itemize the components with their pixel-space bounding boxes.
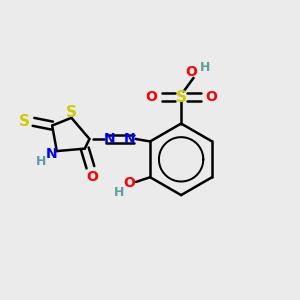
Text: N: N bbox=[104, 132, 116, 146]
Text: S: S bbox=[19, 114, 30, 129]
Text: H: H bbox=[35, 155, 46, 168]
Text: H: H bbox=[114, 186, 124, 199]
Text: S: S bbox=[66, 105, 77, 120]
Text: O: O bbox=[145, 90, 157, 104]
Text: O: O bbox=[205, 90, 217, 104]
Text: N: N bbox=[124, 132, 136, 146]
Text: S: S bbox=[176, 90, 187, 105]
Text: O: O bbox=[86, 169, 98, 184]
Text: N: N bbox=[45, 147, 57, 160]
Text: O: O bbox=[123, 176, 135, 190]
Text: H: H bbox=[200, 61, 210, 74]
Text: O: O bbox=[185, 65, 197, 79]
